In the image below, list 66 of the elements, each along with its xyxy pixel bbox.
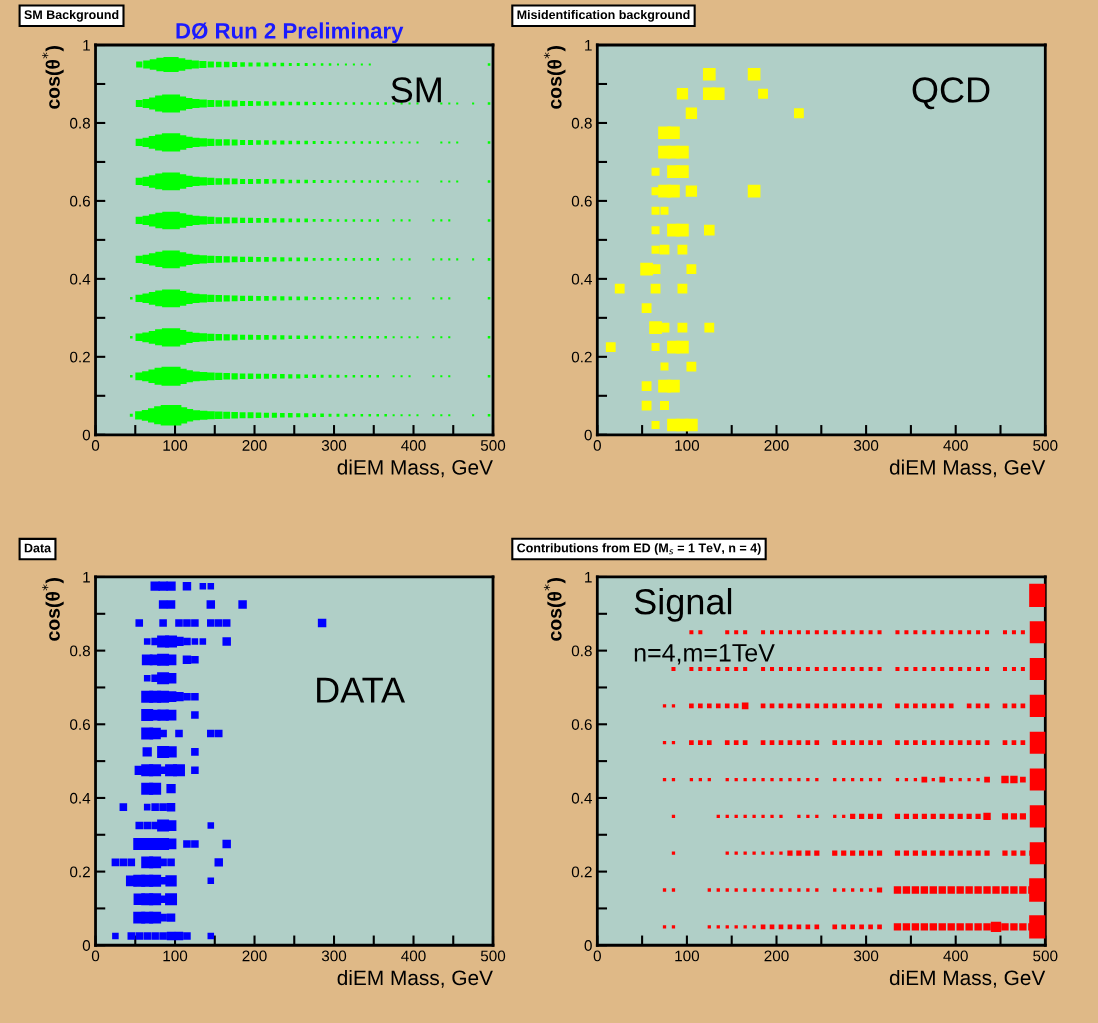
- x-tick-label: 500: [480, 950, 506, 962]
- y-tick-label: 1: [585, 572, 592, 583]
- x-tick-label: 200: [242, 440, 267, 451]
- x-tick-label: 400: [943, 440, 968, 451]
- y-tick-label: 0.2: [70, 351, 90, 363]
- x-axis-title: diEM Mass, GeV: [337, 969, 493, 988]
- y-tick-label: 0: [584, 429, 592, 441]
- x-tick-label: 100: [163, 950, 188, 962]
- y-tick-label: 0.6: [571, 195, 592, 207]
- y-tick-label: 0: [82, 940, 91, 951]
- chart-title: SM Background: [24, 9, 119, 22]
- y-tick-label: 0.2: [571, 866, 592, 878]
- x-tick-label: 100: [675, 950, 700, 962]
- y-axis-title: cos(θ$^{*}$): [543, 46, 566, 109]
- y-tick-label: 0.2: [70, 866, 90, 878]
- x-tick-label: 400: [401, 440, 426, 451]
- chart-title: Misidentification background: [517, 9, 690, 22]
- x-tick-label: 0: [593, 950, 601, 962]
- x-tick-label: 300: [321, 950, 347, 962]
- y-tick-label: 0.6: [70, 719, 90, 730]
- annotation: DATA: [317, 677, 406, 703]
- y-tick-label: 1: [585, 40, 592, 51]
- x-tick-label: 0: [91, 950, 100, 962]
- y-tick-label: 0.4: [70, 792, 91, 804]
- annotation: Signal: [634, 588, 732, 622]
- x-tick-label: 200: [764, 950, 789, 962]
- chart-title: Data: [24, 543, 52, 553]
- x-tick-label: 100: [163, 440, 188, 451]
- x-tick-label: 0: [91, 440, 100, 451]
- y-tick-label: 0.8: [70, 117, 90, 129]
- x-axis-title: diEM Mass, GeV: [889, 969, 1046, 988]
- annotation: QCD: [912, 77, 990, 110]
- text: DØ Run 2 Preliminary: [176, 22, 404, 44]
- x-tick-label: 300: [853, 440, 879, 451]
- y-tick-label: 0.4: [70, 273, 91, 285]
- x-tick-label: 300: [853, 950, 879, 962]
- x-tick-label: 0: [593, 440, 601, 451]
- x-tick-label: 100: [675, 440, 700, 451]
- y-tick-label: 0: [82, 429, 91, 441]
- y-tick-label: 1: [83, 40, 90, 51]
- x-tick-label: 500: [480, 440, 506, 451]
- y-tick-label: 0.4: [571, 792, 593, 804]
- x-tick-label: 200: [242, 950, 267, 962]
- x-tick-label: 500: [1033, 440, 1058, 451]
- y-tick-label: 0.6: [70, 195, 90, 207]
- y-axis-title: cos(θ$^{*}$): [42, 46, 64, 109]
- chart-title: Contributions from ED (M$_{s}$ = 1 TeV, n = 4): [517, 543, 761, 555]
- x-tick-label: 300: [321, 440, 347, 451]
- x-tick-label: 400: [943, 950, 968, 962]
- y-tick-label: 0.2: [571, 351, 592, 363]
- y-axis-title: cos(θ$^{*}$): [42, 578, 64, 641]
- y-tick-label: 0: [584, 940, 592, 951]
- y-axis-title: cos(θ$^{*}$): [543, 578, 566, 641]
- y-tick-label: 0.8: [571, 117, 592, 129]
- y-tick-label: 0.6: [571, 719, 592, 730]
- y-tick-label: 0.4: [571, 273, 593, 285]
- x-axis-title: diEM Mass, GeV: [889, 459, 1046, 478]
- annotation: n=4,m=1TeV: [634, 644, 775, 665]
- x-tick-label: 400: [401, 950, 426, 962]
- y-tick-label: 0.8: [571, 645, 592, 657]
- x-tick-label: 500: [1033, 950, 1058, 962]
- x-axis-title: diEM Mass, GeV: [337, 459, 493, 478]
- annotation: SM: [391, 77, 441, 103]
- x-tick-label: 200: [764, 440, 789, 451]
- y-tick-label: 1: [83, 572, 90, 583]
- y-tick-label: 0.8: [70, 645, 90, 657]
